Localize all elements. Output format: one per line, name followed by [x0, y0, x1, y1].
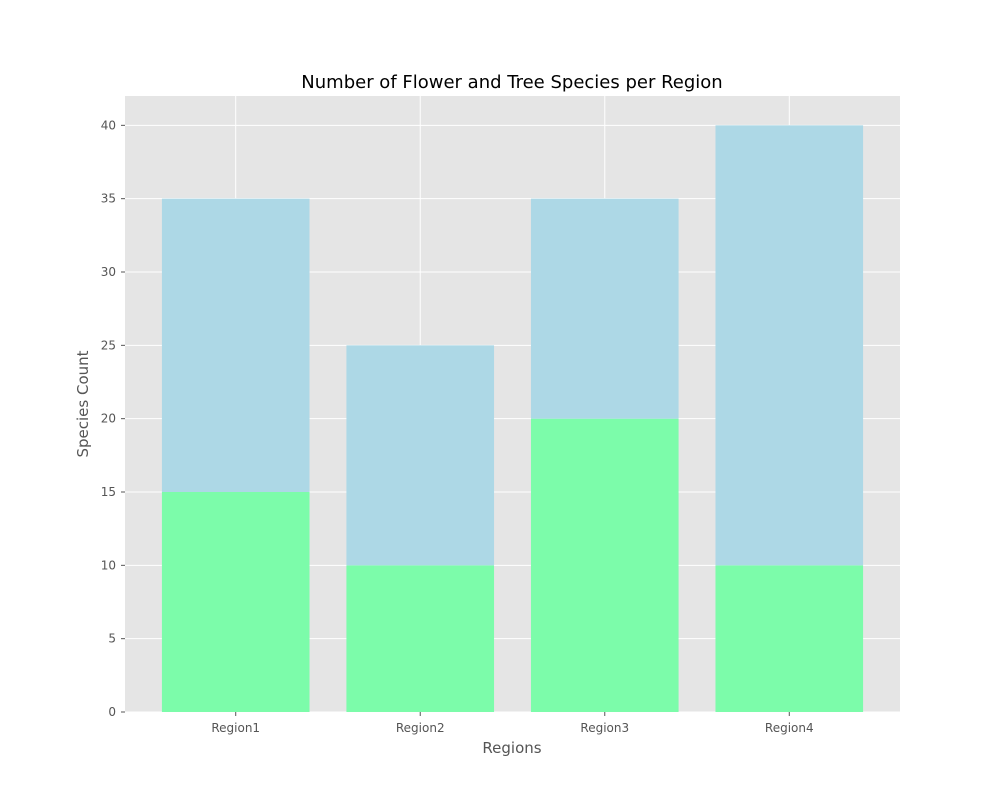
- bar-segment-1-region4: [715, 565, 864, 712]
- bar-segment-2-region4: [715, 125, 864, 566]
- y-tick-label: 20: [101, 412, 116, 426]
- y-tick-label: 25: [101, 338, 116, 352]
- x-tick-label: Region4: [765, 721, 814, 735]
- bar-segment-1-region3: [530, 418, 679, 712]
- y-axis-label: Species Count: [74, 350, 92, 457]
- bar-segment-1-region1: [161, 492, 310, 712]
- y-tick-label: 35: [101, 192, 116, 206]
- x-tick-label: Region1: [211, 721, 260, 735]
- y-tick-label: 0: [108, 705, 116, 719]
- x-tick-label: Region3: [580, 721, 629, 735]
- y-tick-label: 15: [101, 485, 116, 499]
- axis-ticks: 0 5 10 15 20 25 30 35 40 Region1 Region2 Region3 Reg…: [101, 118, 814, 735]
- bar-segment-2-region3: [530, 198, 679, 419]
- y-tick-label: 5: [108, 632, 116, 646]
- y-tick-label: 10: [101, 558, 116, 572]
- x-tick-label: Region2: [396, 721, 445, 735]
- y-tick-label: 40: [101, 118, 116, 132]
- bars: [161, 125, 864, 712]
- y-tick-label: 30: [101, 265, 116, 279]
- chart-title: Number of Flower and Tree Species per Re…: [301, 72, 722, 93]
- bar-segment-2-region2: [346, 345, 495, 566]
- x-axis-label: Regions: [482, 739, 541, 757]
- bar-segment-2-region1: [161, 198, 310, 492]
- bar-segment-1-region2: [346, 565, 495, 712]
